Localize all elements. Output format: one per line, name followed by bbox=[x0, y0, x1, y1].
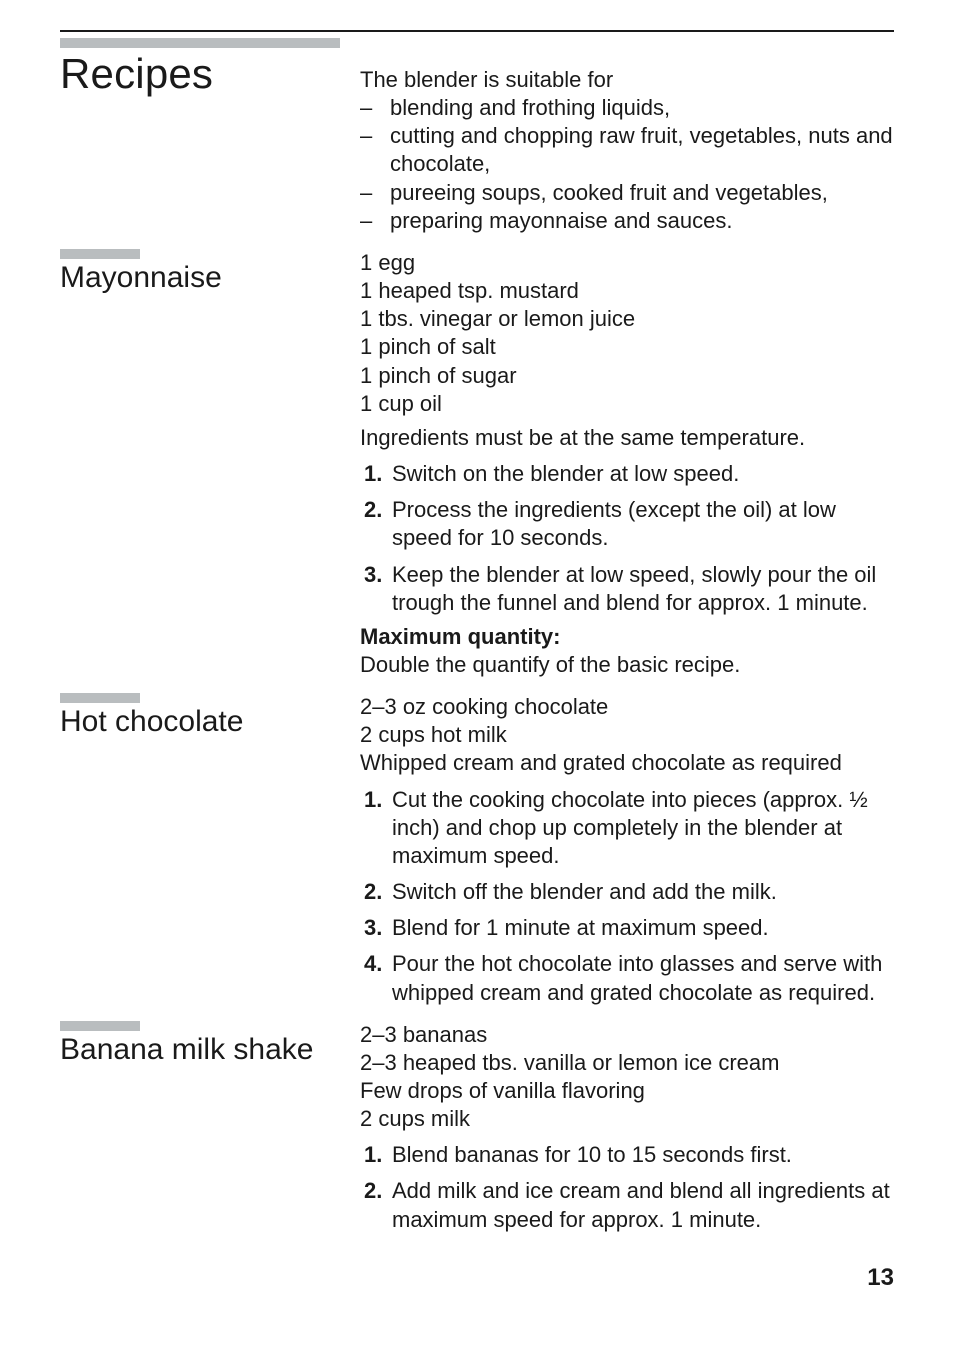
intro-item: pureeing soups, cooked fruit and vegetab… bbox=[360, 179, 894, 207]
step-text: Cut the cooking chocolate into pieces (a… bbox=[392, 787, 868, 868]
section-recipes: Recipes The blender is suitable for blen… bbox=[60, 38, 894, 235]
step: 4.Pour the hot chocolate into glasses an… bbox=[360, 950, 894, 1006]
ingredient: 2–3 heaped tbs. vanilla or lemon ice cre… bbox=[360, 1049, 894, 1077]
section-mayonnaise: Mayonnaise 1 egg 1 heaped tsp. mustard 1… bbox=[60, 249, 894, 679]
steps-list: 1.Cut the cooking chocolate into pieces … bbox=[360, 786, 894, 1007]
ingredient: 1 cup oil bbox=[360, 390, 894, 418]
step-text: Keep the blender at low speed, slowly po… bbox=[392, 562, 876, 615]
step-text: Switch on the blender at low speed. bbox=[392, 461, 739, 486]
page-title: Recipes bbox=[60, 50, 340, 98]
ingredient: 2 cups hot milk bbox=[360, 721, 894, 749]
step: 1.Cut the cooking chocolate into pieces … bbox=[360, 786, 894, 870]
accent-bar bbox=[60, 1021, 140, 1031]
ingredient: 1 egg bbox=[360, 249, 894, 277]
ingredient: 1 heaped tsp. mustard bbox=[360, 277, 894, 305]
step-text: Process the ingredients (except the oil)… bbox=[392, 497, 836, 550]
intro-list: blending and frothing liquids, cutting a… bbox=[360, 94, 894, 235]
step: 3.Blend for 1 minute at maximum speed. bbox=[360, 914, 894, 942]
section-banana-milk-shake: Banana milk shake 2–3 bananas 2–3 heaped… bbox=[60, 1021, 894, 1234]
step-text: Blend bananas for 10 to 15 seconds first… bbox=[392, 1142, 792, 1167]
recipe-note: Ingredients must be at the same temperat… bbox=[360, 424, 894, 452]
ingredient: Whipped cream and grated chocolate as re… bbox=[360, 749, 894, 777]
intro-item: blending and frothing liquids, bbox=[360, 94, 894, 122]
ingredient: 1 pinch of salt bbox=[360, 333, 894, 361]
step: 2.Process the ingredients (except the oi… bbox=[360, 496, 894, 552]
page: Recipes The blender is suitable for blen… bbox=[0, 0, 954, 1332]
step: 1.Switch on the blender at low speed. bbox=[360, 460, 894, 488]
ingredient: 2–3 oz cooking chocolate bbox=[360, 693, 894, 721]
ingredient: Few drops of vanilla flavoring bbox=[360, 1077, 894, 1105]
intro-item: preparing mayonnaise and sauces. bbox=[360, 207, 894, 235]
top-rule bbox=[60, 30, 894, 32]
max-quantity-label: Maximum quantity: bbox=[360, 623, 894, 651]
step: 2.Switch off the blender and add the mil… bbox=[360, 878, 894, 906]
steps-list: 1.Blend bananas for 10 to 15 seconds fir… bbox=[360, 1141, 894, 1233]
intro-item: cutting and chopping raw fruit, vegetabl… bbox=[360, 122, 894, 178]
step-text: Pour the hot chocolate into glasses and … bbox=[392, 951, 882, 1004]
ingredient: 1 tbs. vinegar or lemon juice bbox=[360, 305, 894, 333]
step: 3.Keep the blender at low speed, slowly … bbox=[360, 561, 894, 617]
accent-bar bbox=[60, 249, 140, 259]
step-text: Switch off the blender and add the milk. bbox=[392, 879, 777, 904]
ingredient: 1 pinch of sugar bbox=[360, 362, 894, 390]
accent-bar bbox=[60, 693, 140, 703]
steps-list: 1.Switch on the blender at low speed. 2.… bbox=[360, 460, 894, 617]
intro-lead: The blender is suitable for bbox=[360, 66, 894, 94]
accent-bar bbox=[60, 38, 340, 48]
recipe-heading: Mayonnaise bbox=[60, 261, 340, 295]
section-hot-chocolate: Hot chocolate 2–3 oz cooking chocolate 2… bbox=[60, 693, 894, 1007]
step-text: Blend for 1 minute at maximum speed. bbox=[392, 915, 769, 940]
recipe-heading: Hot chocolate bbox=[60, 705, 340, 739]
step-text: Add milk and ice cream and blend all ing… bbox=[392, 1178, 890, 1231]
recipe-heading: Banana milk shake bbox=[60, 1033, 340, 1067]
ingredient: 2–3 bananas bbox=[360, 1021, 894, 1049]
max-quantity-text: Double the quantify of the basic recipe. bbox=[360, 651, 894, 679]
step: 2.Add milk and ice cream and blend all i… bbox=[360, 1177, 894, 1233]
ingredient: 2 cups milk bbox=[360, 1105, 894, 1133]
step: 1.Blend bananas for 10 to 15 seconds fir… bbox=[360, 1141, 894, 1169]
page-number: 13 bbox=[60, 1264, 894, 1292]
